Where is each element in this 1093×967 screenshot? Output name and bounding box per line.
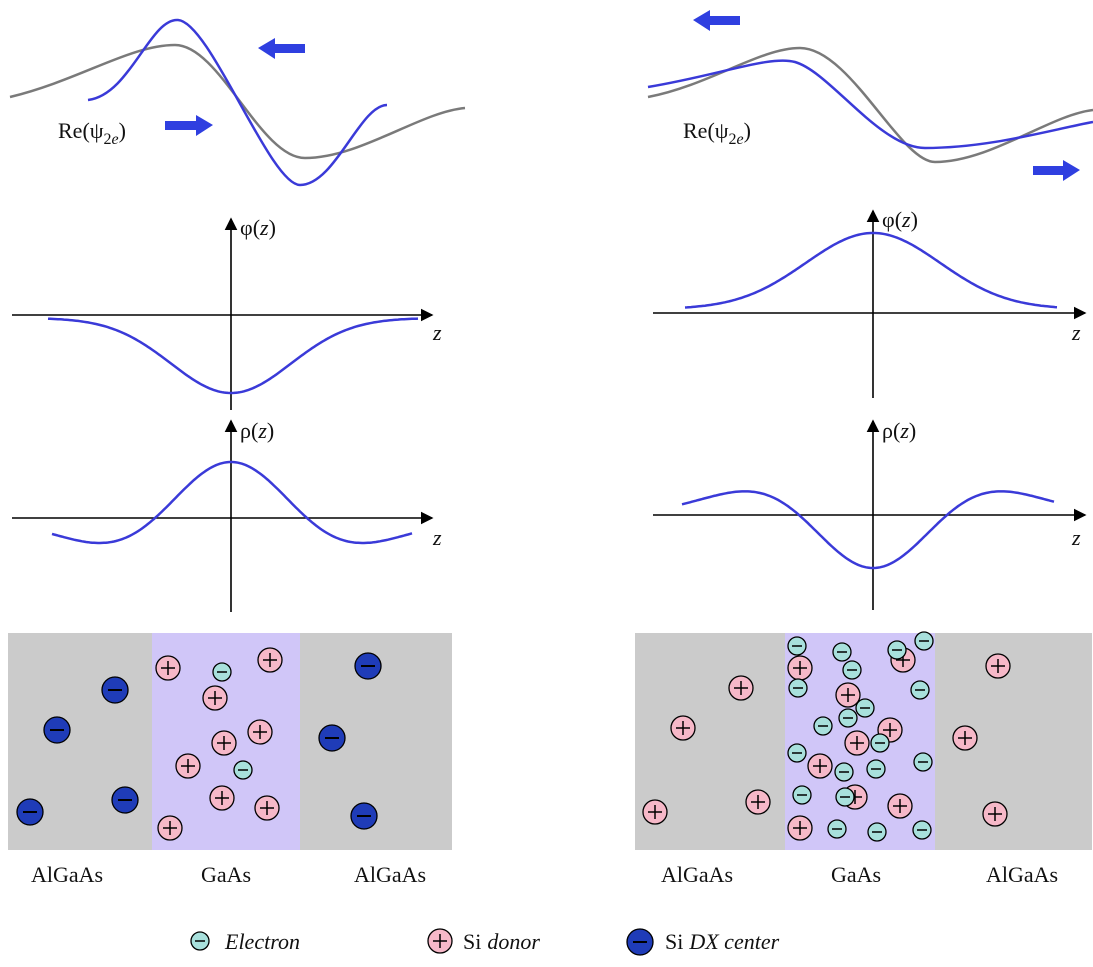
rho-label: ρ(z) — [240, 418, 274, 443]
rho-label: ρ(z) — [882, 418, 916, 443]
curve — [685, 233, 1057, 308]
curve — [682, 491, 1054, 568]
wave-blue — [88, 20, 387, 185]
axis-label: z — [1071, 320, 1081, 345]
layer-label: AlGaAs — [31, 862, 103, 887]
axis-label: z — [432, 320, 442, 345]
phi-label: φ(z) — [882, 207, 918, 232]
curve — [48, 319, 418, 393]
axis-label: z — [432, 525, 442, 550]
wave-label: Re(ψ2e) — [683, 118, 751, 148]
wave-gray — [648, 48, 1093, 162]
diagram: Re(ψ2e) Re(ψ2e) φ(z) z ρ(z) z φ(z) z ρ(z… — [0, 0, 1093, 967]
layer-label: AlGaAs — [354, 862, 426, 887]
wave-label: Re(ψ2e) — [58, 118, 126, 148]
legend-label: Electron — [224, 929, 300, 954]
arrow-right — [1033, 160, 1080, 181]
layer-label: GaAs — [201, 862, 251, 887]
arrow-left — [258, 38, 305, 59]
phi-label: φ(z) — [240, 215, 276, 240]
axis-label: z — [1071, 525, 1081, 550]
layer-label: AlGaAs — [661, 862, 733, 887]
layer-label: AlGaAs — [986, 862, 1058, 887]
arrow-left — [693, 10, 740, 31]
arrow-right — [165, 115, 213, 136]
curve — [52, 462, 412, 543]
layer-label: GaAs — [831, 862, 881, 887]
